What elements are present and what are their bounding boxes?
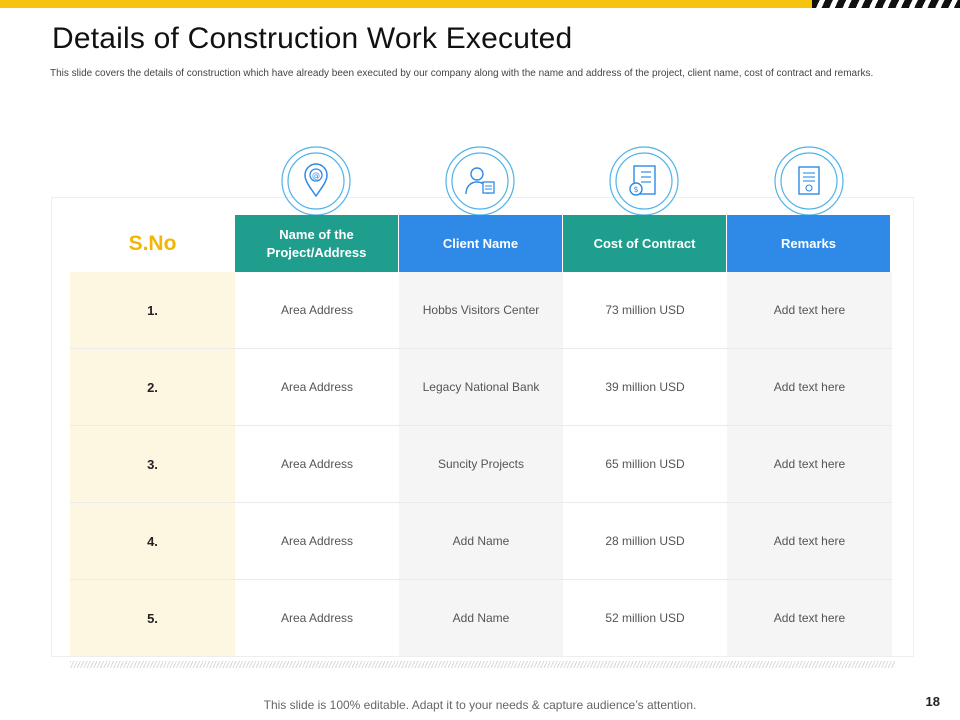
header-client-name: Client Name	[399, 215, 562, 272]
svg-text:$: $	[633, 185, 638, 194]
hazard-stripe	[812, 0, 960, 8]
hatch-divider	[70, 661, 895, 668]
row-address: Area Address	[235, 580, 399, 656]
row-client: Add Name	[399, 503, 563, 579]
row-divider	[70, 425, 892, 426]
row-remarks: Add text here	[727, 272, 892, 348]
row-divider	[70, 502, 892, 503]
top-accent-bar	[0, 0, 812, 8]
row-client: Add Name	[399, 580, 563, 656]
row-cost: 28 million USD	[563, 503, 727, 579]
slide-title: Details of Construction Work Executed	[52, 22, 573, 55]
table-row: 4. Area Address Add Name 28 million USD …	[70, 503, 892, 579]
sno-header: S.No	[128, 231, 177, 255]
row-remarks: Add text here	[727, 426, 892, 502]
row-sno: 5.	[70, 580, 235, 656]
row-sno: 1.	[70, 272, 235, 348]
row-sno: 3.	[70, 426, 235, 502]
document-remarks-icon	[774, 146, 844, 216]
row-address: Area Address	[235, 503, 399, 579]
footer-note: This slide is 100% editable. Adapt it to…	[263, 698, 697, 712]
row-client: Legacy National Bank	[399, 349, 563, 425]
row-sno: 2.	[70, 349, 235, 425]
row-client: Suncity Projects	[399, 426, 563, 502]
row-divider	[70, 348, 892, 349]
row-address: Area Address	[235, 349, 399, 425]
location-pin-icon: @	[281, 146, 351, 216]
table-row: 2. Area Address Legacy National Bank 39 …	[70, 349, 892, 425]
client-person-icon	[445, 146, 515, 216]
row-divider	[70, 579, 892, 580]
row-remarks: Add text here	[727, 349, 892, 425]
row-remarks: Add text here	[727, 580, 892, 656]
slide-subtitle: This slide covers the details of constru…	[50, 68, 874, 79]
table-row: 1. Area Address Hobbs Visitors Center 73…	[70, 272, 892, 348]
page-number: 18	[925, 694, 940, 709]
contract-cost-icon: $	[609, 146, 679, 216]
row-client: Hobbs Visitors Center	[399, 272, 563, 348]
row-remarks: Add text here	[727, 503, 892, 579]
header-remarks: Remarks	[727, 215, 890, 272]
table-row: 5. Area Address Add Name 52 million USD …	[70, 580, 892, 656]
row-cost: 65 million USD	[563, 426, 727, 502]
row-cost: 52 million USD	[563, 580, 727, 656]
header-cost-of-contract: Cost of Contract	[563, 215, 726, 272]
row-address: Area Address	[235, 426, 399, 502]
header-project-address: Name of the Project/Address	[235, 215, 398, 272]
row-sno: 4.	[70, 503, 235, 579]
table-row: 3. Area Address Suncity Projects 65 mill…	[70, 426, 892, 502]
row-cost: 39 million USD	[563, 349, 727, 425]
row-cost: 73 million USD	[563, 272, 727, 348]
row-address: Area Address	[235, 272, 399, 348]
svg-text:@: @	[312, 171, 320, 180]
